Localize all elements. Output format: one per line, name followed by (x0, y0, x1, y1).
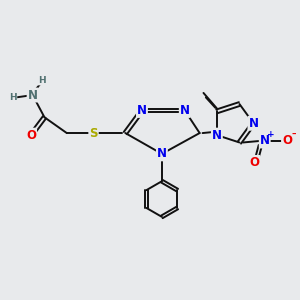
Text: H: H (9, 94, 16, 103)
Text: N: N (157, 147, 167, 161)
Text: N: N (180, 104, 190, 117)
Text: N: N (212, 129, 222, 142)
Text: O: O (282, 134, 292, 148)
Text: N: N (248, 117, 258, 130)
Text: N: N (28, 88, 38, 101)
Text: +: + (267, 130, 274, 139)
Text: O: O (249, 156, 259, 169)
Text: –: – (291, 130, 296, 139)
Text: S: S (89, 127, 98, 140)
Text: O: O (26, 129, 36, 142)
Text: N: N (260, 134, 270, 148)
Text: H: H (38, 76, 45, 85)
Text: N: N (137, 104, 147, 117)
